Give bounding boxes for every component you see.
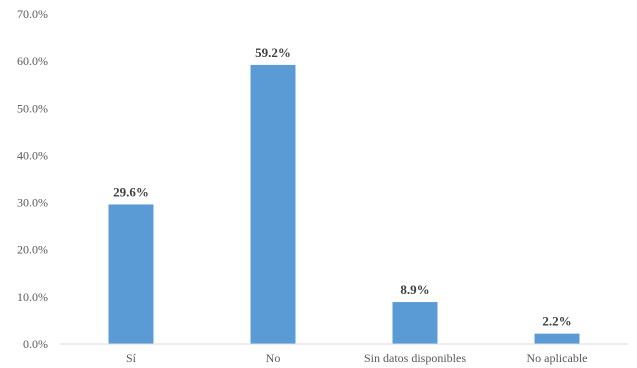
- data-label: 2.2%: [542, 314, 571, 329]
- x-category-label: Sin datos disponibles: [364, 351, 466, 365]
- x-category-label: No: [266, 351, 281, 365]
- bar: [393, 302, 438, 344]
- bar: [109, 204, 154, 344]
- bar: [251, 65, 296, 344]
- data-label: 8.9%: [400, 282, 429, 297]
- y-tick-label: 20.0%: [17, 243, 48, 257]
- y-tick-label: 70.0%: [17, 7, 48, 21]
- y-tick-label: 10.0%: [17, 290, 48, 304]
- y-axis: 0.0% 10.0% 20.0% 30.0% 40.0% 50.0% 60.0% 70.0%: [17, 7, 48, 351]
- data-label: 59.2%: [255, 45, 291, 60]
- y-tick-label: 0.0%: [23, 337, 48, 351]
- bars: 29.6% 59.2% 8.9% 2.2%: [109, 45, 580, 344]
- y-tick-label: 50.0%: [17, 101, 48, 115]
- y-tick-label: 60.0%: [17, 54, 48, 68]
- y-tick-label: 40.0%: [17, 148, 48, 162]
- x-axis: Sí No Sin datos disponibles No aplicable: [60, 344, 628, 365]
- y-tick-label: 30.0%: [17, 196, 48, 210]
- bar: [535, 334, 580, 344]
- data-label: 29.6%: [113, 184, 149, 199]
- x-category-label: No aplicable: [527, 351, 588, 365]
- x-category-label: Sí: [126, 351, 137, 365]
